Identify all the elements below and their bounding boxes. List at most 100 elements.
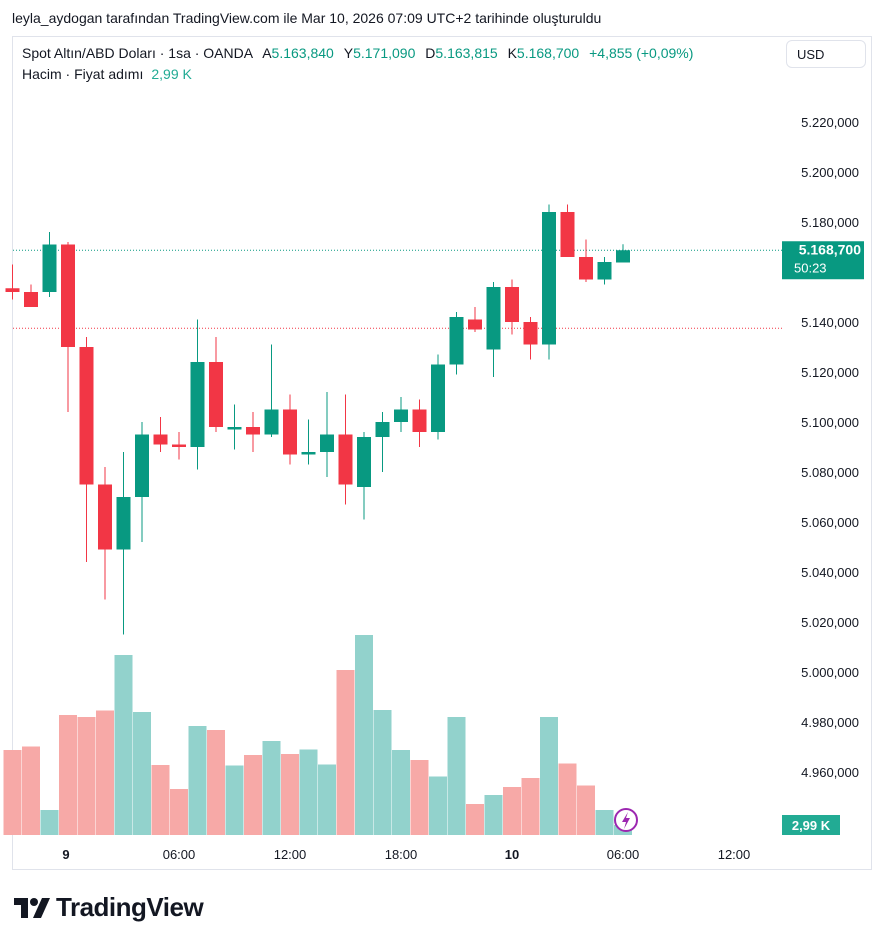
volume-bar[interactable] (59, 715, 77, 835)
y-tick-label: 5.180,000 (801, 215, 859, 230)
y-tick-label: 5.080,000 (801, 465, 859, 480)
symbol-label[interactable]: Spot Altın/ABD Doları · 1sa · OANDA (22, 45, 253, 61)
volume-bar[interactable] (188, 726, 207, 835)
volume-bar[interactable] (170, 789, 188, 835)
candle-body[interactable] (190, 362, 205, 447)
chart-frame[interactable] (12, 36, 872, 870)
candle-body[interactable] (431, 364, 445, 433)
volume-bar[interactable] (96, 710, 114, 836)
volume-bar[interactable] (244, 755, 262, 835)
volume-bar[interactable] (355, 635, 373, 835)
volume-bar[interactable] (577, 785, 595, 836)
candle-body[interactable] (394, 409, 408, 423)
volume-bar[interactable] (484, 795, 503, 835)
candle-body[interactable] (505, 287, 519, 322)
candle-body[interactable] (616, 250, 630, 263)
candle-body[interactable] (264, 409, 279, 435)
volume-bar[interactable] (410, 760, 429, 835)
volume-bar[interactable] (392, 750, 410, 835)
volume-bar[interactable] (77, 717, 96, 835)
x-tick-label: 12:00 (718, 847, 751, 862)
volume-value: 2,99 K (151, 66, 192, 82)
volume-bar[interactable] (373, 710, 392, 835)
volume-bar[interactable] (558, 763, 577, 836)
volume-badge-value: 2,99 K (792, 818, 831, 833)
candle-body[interactable] (338, 434, 353, 485)
volume-bar[interactable] (336, 670, 355, 835)
x-tick-label: 12:00 (274, 847, 307, 862)
candle-body[interactable] (135, 434, 149, 498)
volume-bar[interactable] (540, 717, 558, 835)
candle-body[interactable] (98, 484, 112, 550)
tradingview-logo[interactable]: TradingView (14, 892, 204, 923)
y-tick-label: 4.980,000 (801, 715, 859, 730)
currency-button[interactable]: USD (786, 40, 866, 68)
candle-body[interactable] (523, 322, 538, 345)
candle-body[interactable] (209, 362, 223, 427)
candle-body[interactable] (579, 257, 593, 280)
candle-body[interactable] (246, 427, 260, 435)
volume-bar[interactable] (466, 804, 484, 835)
candle-body[interactable] (542, 212, 556, 345)
candle-body[interactable] (153, 434, 168, 445)
chart-attribution: leyla_aydogan tarafından TradingView.com… (12, 10, 602, 26)
candle-body[interactable] (449, 317, 464, 365)
candle-body[interactable] (172, 444, 186, 448)
x-tick-label: 9 (62, 847, 69, 862)
candle-body[interactable] (560, 212, 575, 257)
volume-bar[interactable] (318, 764, 336, 836)
candle-body[interactable] (283, 409, 297, 455)
candle-body[interactable] (24, 292, 38, 307)
volume-bar[interactable] (503, 787, 521, 835)
volume-bar[interactable] (151, 765, 170, 835)
candle-body[interactable] (116, 497, 131, 550)
volume-legend: Hacim · Fiyat adımı 2,99 K (22, 66, 192, 82)
high-value: 5.171,090 (353, 45, 416, 61)
candle-body[interactable] (42, 244, 57, 293)
low-label: D (425, 45, 436, 61)
change-value: +4,855 (+0,09%) (589, 45, 694, 61)
volume-bar[interactable] (595, 810, 614, 835)
volume-bar[interactable] (133, 712, 151, 835)
volume-bar[interactable] (114, 655, 133, 835)
close-label: K (507, 45, 517, 61)
volume-bar[interactable] (299, 749, 318, 836)
open-value: 5.163,840 (271, 45, 334, 61)
volume-bar[interactable] (3, 750, 22, 835)
candle-body[interactable] (320, 434, 334, 453)
candle-body[interactable] (412, 409, 427, 433)
volume-bar[interactable] (207, 730, 225, 835)
price-tag-countdown: 50:23 (794, 260, 827, 275)
candle-body[interactable] (468, 319, 482, 330)
x-tick-label: 10 (505, 847, 519, 862)
open-label: A (262, 45, 272, 61)
volume-bar[interactable] (429, 776, 447, 836)
y-tick-label: 5.040,000 (801, 565, 859, 580)
candle-body[interactable] (597, 262, 612, 280)
volume-bar[interactable] (447, 717, 466, 835)
volume-badge (782, 815, 840, 835)
volume-bar[interactable] (262, 741, 281, 835)
ohlc-legend: Spot Altın/ABD Doları · 1sa · OANDA A5.1… (22, 45, 693, 61)
candle-body[interactable] (375, 422, 390, 437)
candle-body[interactable] (486, 287, 501, 350)
volume-label[interactable]: Hacim · Fiyat adımı (22, 66, 144, 82)
candle-body[interactable] (79, 347, 94, 485)
candle-body[interactable] (227, 427, 242, 430)
volume-bar[interactable] (281, 754, 299, 835)
x-tick-label: 06:00 (163, 847, 196, 862)
candle-body[interactable] (61, 244, 75, 348)
high-label: Y (343, 45, 354, 61)
lightning-icon[interactable] (622, 812, 630, 829)
y-tick-label: 5.120,000 (801, 365, 859, 380)
volume-bar[interactable] (22, 746, 40, 836)
volume-bar[interactable] (225, 765, 244, 836)
volume-bar[interactable] (40, 810, 59, 835)
candle-body[interactable] (5, 288, 20, 292)
candle-body[interactable] (357, 437, 371, 487)
volume-bar[interactable] (521, 778, 540, 835)
price-tag-value: 5.168,700 (799, 241, 861, 257)
candle-body[interactable] (301, 452, 316, 455)
tradingview-logo-text: TradingView (56, 892, 204, 922)
